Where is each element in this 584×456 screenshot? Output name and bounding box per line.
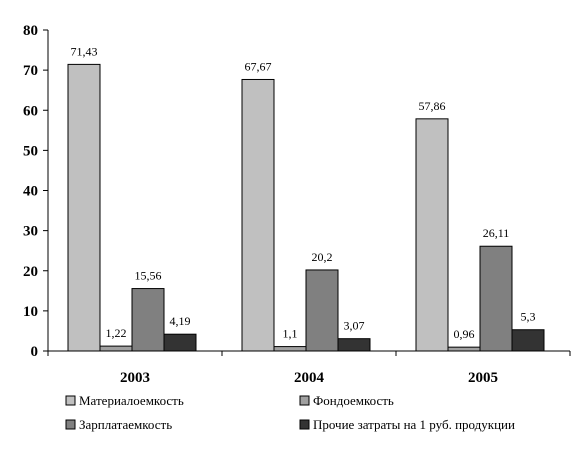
legend: Материалоемкость Фондоемкость Зарплатаемко…: [65, 393, 515, 432]
legend-label: Зарплатаемкость: [79, 417, 172, 432]
legend-label: Прочие затраты на 1 руб. продукции: [313, 417, 515, 432]
data-label: 57,86: [419, 99, 446, 113]
legend-swatch: [299, 419, 310, 430]
y-tick-label: 50: [23, 143, 38, 159]
y-tick-label: 70: [23, 63, 38, 79]
x-tick-label: 2003: [120, 370, 150, 386]
y-tick-label: 10: [23, 304, 38, 320]
y-tick-label: 80: [23, 23, 38, 39]
data-label: 15,56: [135, 269, 162, 283]
bar: [511, 329, 545, 352]
data-label: 67,67: [245, 59, 272, 73]
data-label: 3,07: [344, 319, 365, 333]
data-label: 5,3: [521, 310, 536, 324]
bar: [163, 333, 197, 352]
x-tick-label: 2004: [294, 370, 325, 386]
data-label: 26,11: [483, 226, 510, 240]
bar: [273, 346, 307, 352]
bar: [337, 338, 371, 352]
bar: [415, 118, 449, 352]
y-tick-label: 30: [23, 224, 38, 240]
y-tick-label: 60: [23, 103, 38, 119]
legend-swatch: [299, 395, 310, 406]
plot-area: 0 10 20 30 40 50 60 70 80 2003 2004 2005 71,43 67,67 5…: [23, 23, 571, 386]
bar: [241, 78, 275, 352]
legend-label: Материалоемкость: [79, 393, 184, 408]
data-label: 20,2: [312, 250, 333, 264]
x-tick-label: 2005: [468, 370, 498, 386]
data-label: 0,96: [454, 327, 475, 341]
bar: [479, 245, 513, 352]
bar: [99, 345, 133, 352]
bar: [67, 63, 101, 352]
data-label: 1,1: [283, 327, 298, 341]
y-tick-label: 40: [23, 184, 38, 200]
y-tick-label: 20: [23, 264, 38, 280]
bar: [447, 346, 481, 352]
legend-label: Фондоемкость: [313, 393, 394, 408]
bar: [131, 288, 165, 352]
y-tick-label: 0: [31, 344, 39, 360]
data-label: 1,22: [106, 326, 127, 340]
data-label: 71,43: [71, 44, 98, 58]
legend-swatch: [65, 395, 76, 406]
bar: [305, 269, 339, 352]
legend-swatch: [65, 419, 76, 430]
data-label: 4,19: [170, 314, 191, 328]
